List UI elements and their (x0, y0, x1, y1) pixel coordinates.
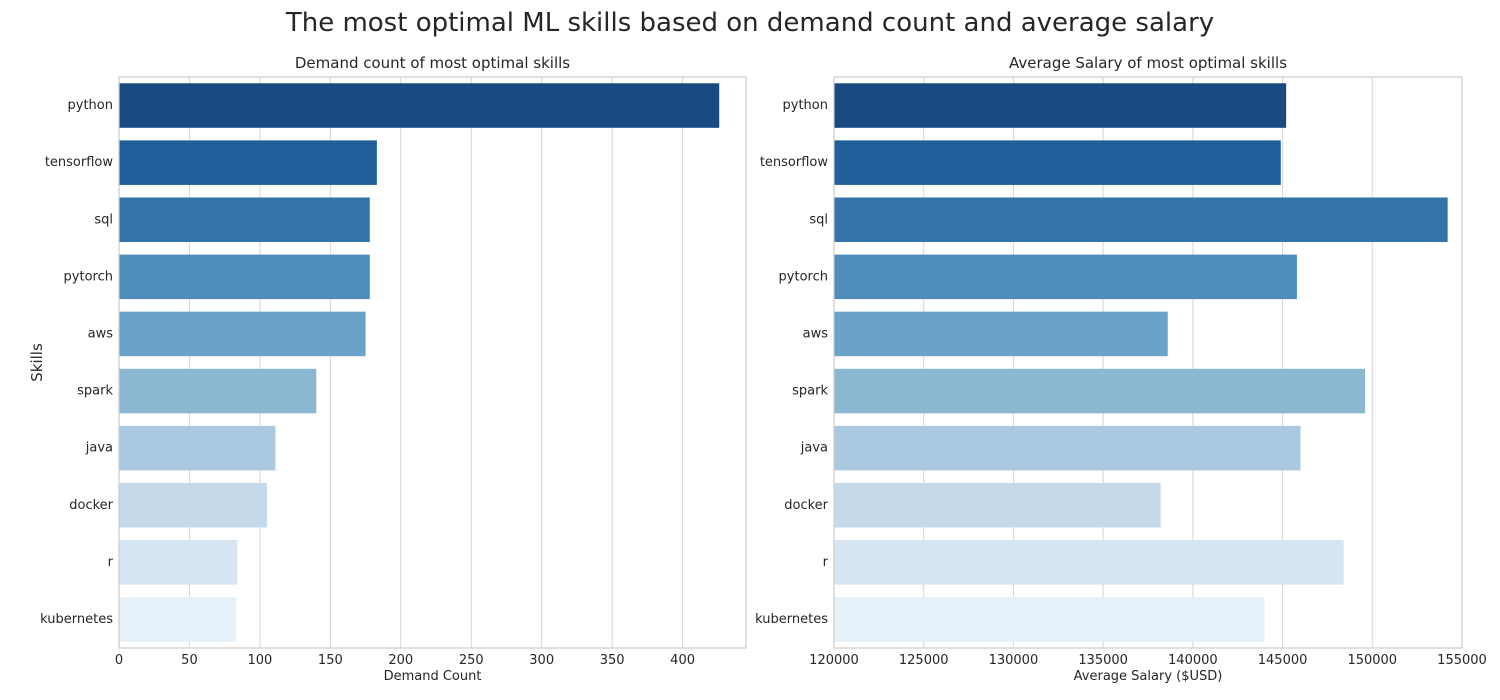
x-tick-label: 150 (318, 653, 343, 668)
x-tick-label: 100 (247, 653, 272, 668)
axes-frame (118, 76, 747, 649)
x-tick-label: 150000 (1347, 653, 1397, 668)
bar-docker (119, 482, 267, 528)
bar-docker (834, 482, 1161, 528)
bar-kubernetes (834, 597, 1265, 642)
x-tick-label: 350 (600, 653, 625, 668)
y-tick-label: java (800, 441, 828, 456)
y-tick-label: aws (803, 326, 829, 341)
bar-aws (834, 311, 1168, 357)
bar-spark (119, 368, 317, 414)
x-tick-label: 125000 (899, 653, 949, 668)
y-tick-label: sql (809, 212, 828, 227)
x-tick-label: 130000 (989, 653, 1039, 668)
y-tick-label: pytorch (64, 269, 113, 284)
x-tick-label: 120000 (809, 653, 859, 668)
bar-java (834, 425, 1301, 471)
y-tick-label: sql (94, 212, 113, 227)
bar-python (834, 83, 1287, 128)
y-tick-label: r (108, 555, 114, 570)
y-tick-label: python (783, 98, 828, 113)
bar-sql (834, 197, 1448, 243)
y-tick-label: r (823, 555, 829, 570)
x-tick-label: 250 (459, 653, 484, 668)
x-tick-label: 145000 (1258, 653, 1308, 668)
bar-java (119, 425, 276, 471)
y-tick-label: java (85, 441, 113, 456)
axes-title: Average Salary of most optimal skills (1009, 54, 1287, 72)
bar-python (119, 83, 720, 128)
bar-tensorflow (119, 140, 377, 185)
y-tick-label: docker (69, 498, 113, 513)
x-tick-label: 300 (529, 653, 554, 668)
y-tick-label: tensorflow (760, 155, 829, 170)
figure-suptitle: The most optimal ML skills based on dema… (285, 8, 1215, 38)
y-tick-label: docker (784, 498, 828, 513)
bar-aws (119, 311, 366, 357)
x-tick-label: 135000 (1078, 653, 1128, 668)
axes-title: Demand count of most optimal skills (295, 54, 570, 72)
x-tick-label: 50 (181, 653, 198, 668)
y-tick-label: kubernetes (755, 612, 828, 627)
bar-pytorch (834, 254, 1297, 300)
y-tick-label: spark (792, 384, 828, 399)
axes-frame (833, 76, 1463, 649)
x-tick-label: 140000 (1168, 653, 1218, 668)
y-tick-label: aws (88, 326, 114, 341)
x-axis-label: Average Salary ($USD) (1074, 669, 1223, 684)
bar-r (834, 540, 1344, 585)
y-axis-label: Skills (28, 343, 46, 382)
bar-tensorflow (834, 140, 1281, 185)
y-tick-label: pytorch (779, 269, 828, 284)
bar-r (119, 540, 238, 585)
bar-kubernetes (119, 597, 236, 642)
bar-sql (119, 197, 370, 243)
y-tick-label: python (68, 98, 113, 113)
bar-pytorch (119, 254, 370, 300)
bar-spark (834, 368, 1366, 414)
x-tick-label: 155000 (1437, 653, 1487, 668)
y-tick-label: spark (77, 384, 113, 399)
x-tick-label: 400 (670, 653, 695, 668)
x-tick-label: 200 (388, 653, 413, 668)
x-axis-label: Demand Count (384, 669, 482, 684)
y-tick-label: kubernetes (40, 612, 113, 627)
y-tick-label: tensorflow (45, 155, 114, 170)
x-tick-label: 0 (115, 653, 123, 668)
